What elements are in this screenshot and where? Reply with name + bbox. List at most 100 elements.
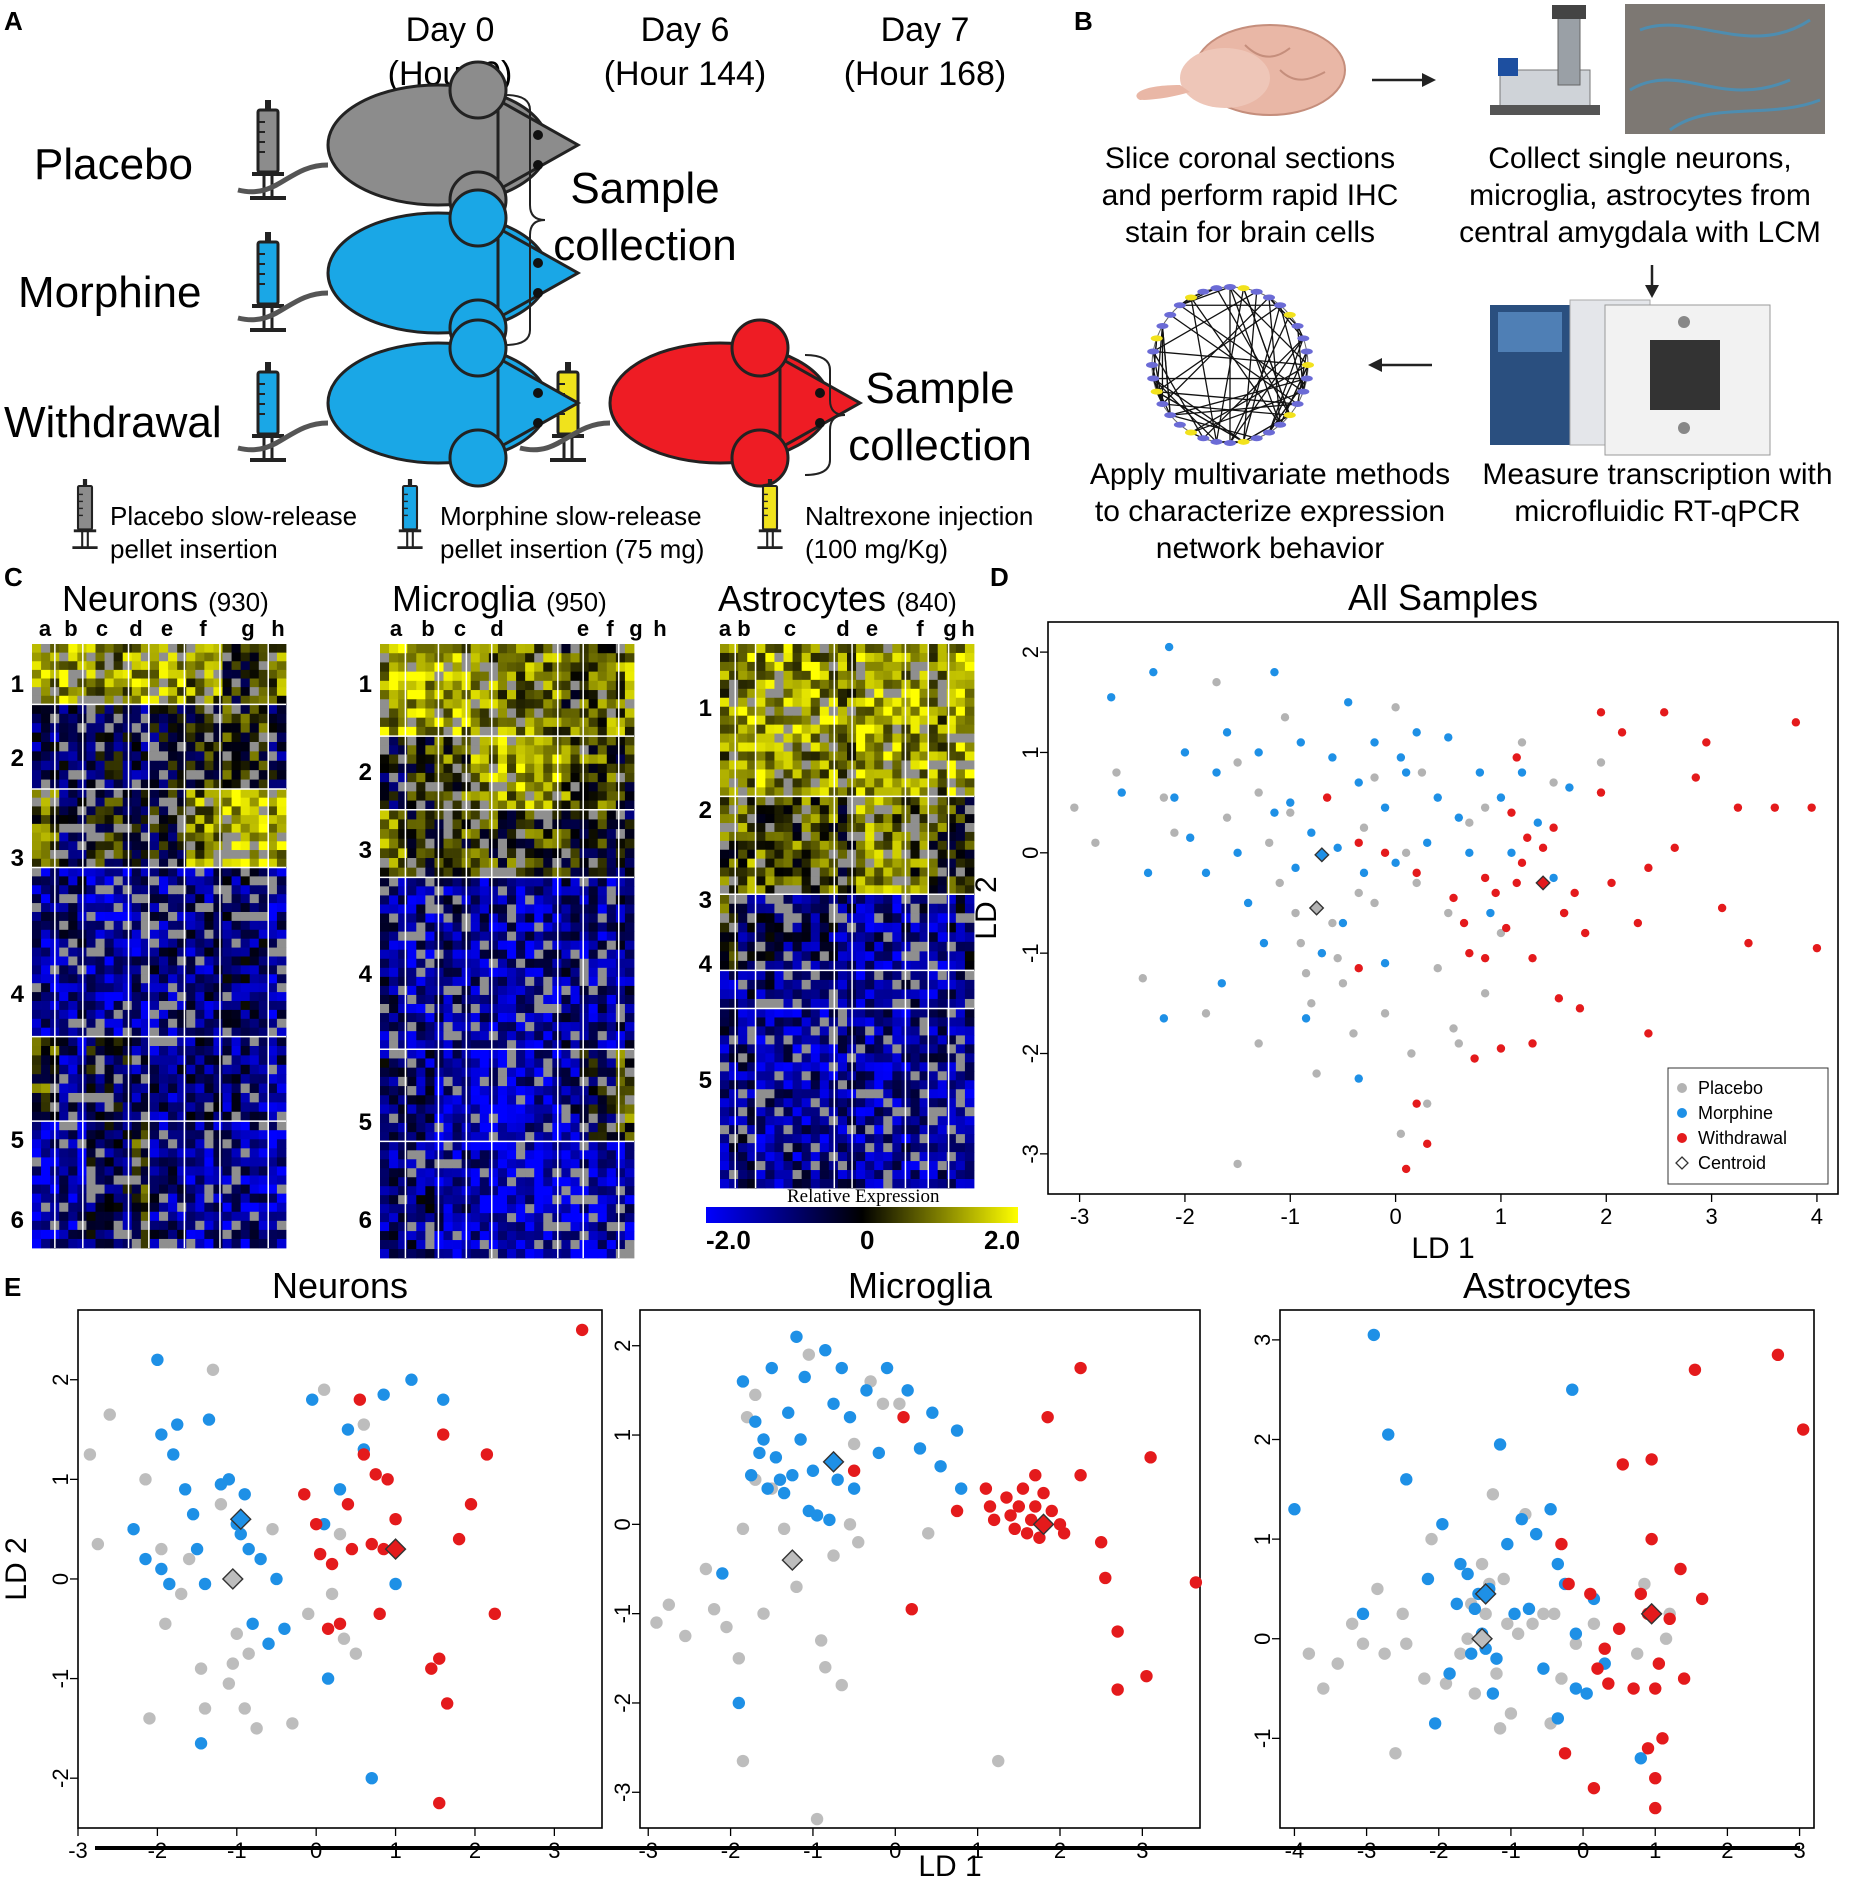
point-morphine — [1515, 1512, 1528, 1526]
point-placebo — [1345, 1617, 1359, 1630]
point-morphine — [1201, 868, 1211, 878]
scatter-neurons: Neurons -3 -2 -1 0 1 2 3 -2 -1 0 1 2 LD 2 — [0, 1265, 603, 1863]
x-tick-label: 1 — [1495, 1204, 1507, 1229]
x-tick-label: 3 — [548, 1838, 560, 1863]
point-morphine — [1400, 1473, 1413, 1486]
point-withdrawal — [1649, 1801, 1662, 1815]
point-withdrawal — [1627, 1682, 1640, 1695]
point-morphine — [202, 1413, 216, 1426]
point-morphine — [1428, 1717, 1442, 1730]
heatmap-col-label: d — [490, 616, 503, 641]
x-tick-label: -3 — [638, 1838, 658, 1863]
point-placebo — [1396, 1607, 1409, 1621]
point-placebo — [1401, 848, 1411, 858]
point-placebo — [1159, 793, 1169, 802]
point-withdrawal — [1695, 1592, 1709, 1606]
heatmap-row-label: 5 — [699, 1067, 712, 1094]
heatmap-row-label: 4 — [11, 981, 25, 1008]
point-morphine — [1370, 738, 1379, 747]
point-placebo — [1254, 788, 1263, 797]
point-withdrawal — [1512, 753, 1521, 762]
network-node — [1283, 412, 1296, 419]
point-placebo — [1433, 964, 1442, 973]
point-morphine — [1423, 838, 1432, 847]
y-tick-label: 2 — [48, 1374, 73, 1386]
point-placebo — [1497, 1572, 1510, 1586]
network-node — [1156, 401, 1169, 407]
network-graph-icon — [1146, 284, 1314, 446]
point-morphine — [333, 1483, 347, 1496]
point-placebo — [843, 1518, 857, 1531]
point-withdrawal — [1554, 994, 1564, 1003]
point-morphine — [860, 1384, 873, 1397]
point-placebo — [1070, 803, 1079, 812]
point-placebo — [1461, 1632, 1474, 1645]
heatmap-col-label: b — [64, 616, 77, 641]
point-placebo — [1417, 768, 1427, 777]
point-placebo — [732, 1652, 746, 1665]
point-morphine — [847, 1482, 861, 1495]
network-node — [1164, 311, 1177, 318]
y-tick-label: 2 — [610, 1340, 635, 1352]
y-tick-label: 0 — [610, 1518, 635, 1530]
scatter-all-samples: All Samples -3 -2 -1 0 1 2 3 4 -3 -2 -1 0 1 2 LD 1 LD 2 P… — [970, 577, 1839, 1265]
point-morphine — [954, 1482, 968, 1495]
panel-label-c: C — [4, 562, 23, 592]
point-placebo — [852, 1536, 865, 1549]
point-withdrawal — [950, 1504, 964, 1518]
heatmap-microglia: a b c d e f g h 1 2 3 4 5 6 — [359, 616, 667, 1259]
network-node — [1210, 438, 1223, 445]
colorbar-min: -2.0 — [706, 1225, 751, 1255]
point-placebo — [1307, 999, 1316, 1008]
point-morphine — [190, 1542, 204, 1556]
y-tick-label: -3 — [1018, 1144, 1043, 1164]
point-placebo — [1301, 969, 1311, 978]
heatmap-row-label: 4 — [699, 951, 713, 978]
point-morphine — [1461, 1567, 1474, 1581]
x-tick-label: -1 — [1501, 1838, 1521, 1863]
plot-frame — [1047, 621, 1839, 1195]
point-morphine — [1338, 918, 1348, 928]
point-morphine — [127, 1522, 140, 1536]
y-tick-label: -3 — [610, 1782, 635, 1802]
point-placebo — [1275, 878, 1284, 888]
point-withdrawal — [1074, 1469, 1087, 1482]
point-morphine — [306, 1393, 319, 1406]
point-placebo — [1490, 1667, 1503, 1680]
point-morphine — [1301, 1014, 1311, 1023]
point-placebo — [1112, 768, 1121, 777]
point-placebo — [1587, 1617, 1601, 1630]
scatter-microglia: Microglia -3 -2 -1 0 1 2 3 -3 -2 -1 0 1 2 — [610, 1265, 1203, 1863]
point-morphine — [365, 1771, 378, 1785]
point-morphine — [1465, 1647, 1478, 1660]
point-placebo — [317, 1383, 331, 1396]
point-morphine — [405, 1373, 418, 1386]
point-withdrawal — [847, 1464, 861, 1477]
heatmap-col-label: d — [129, 616, 142, 641]
point-morphine — [1143, 868, 1153, 878]
point-withdrawal — [1144, 1451, 1157, 1464]
point-morphine — [798, 1370, 811, 1384]
point-withdrawal — [1549, 823, 1558, 832]
point-withdrawal — [1459, 918, 1469, 928]
heatmap-col-label: b — [421, 616, 434, 641]
point-withdrawal — [357, 1448, 371, 1461]
point-morphine — [782, 1406, 795, 1419]
point-placebo — [922, 1527, 935, 1540]
point-placebo — [1201, 1009, 1211, 1018]
point-withdrawal — [1559, 908, 1569, 918]
point-placebo — [175, 1587, 188, 1601]
point-withdrawal — [1691, 773, 1701, 782]
point-placebo — [1233, 758, 1242, 767]
point-withdrawal — [1189, 1576, 1203, 1589]
y-tick-label: -1 — [1018, 943, 1043, 963]
heatmap-row-label: 5 — [11, 1127, 24, 1154]
point-withdrawal — [1380, 848, 1390, 858]
point-morphine — [1159, 1014, 1169, 1023]
step1-caption: Slice coronal sections and perform rapid … — [1101, 142, 1399, 249]
y-tick-label: 2 — [1018, 646, 1043, 658]
microfluidic-chip-icon — [1604, 304, 1771, 456]
point-withdrawal — [1008, 1522, 1021, 1536]
network-node — [1210, 285, 1223, 292]
